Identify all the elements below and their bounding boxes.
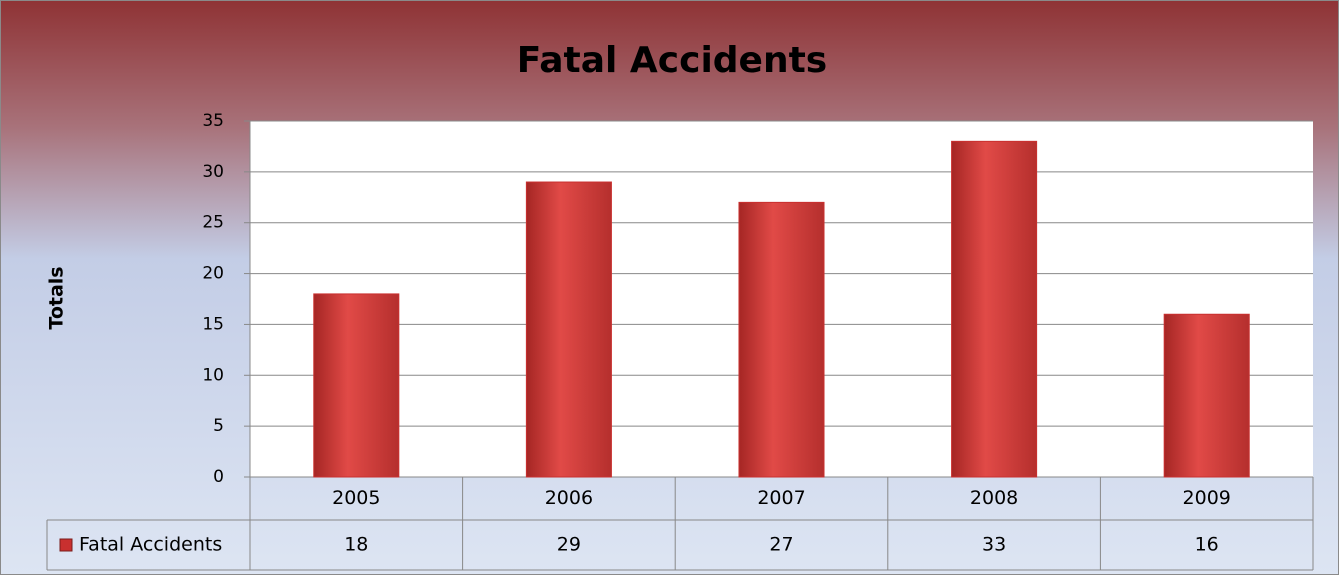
chart-title: Fatal Accidents (517, 40, 827, 81)
bar (525, 181, 612, 478)
y-axis-label: Totals (46, 266, 68, 329)
table-value: 18 (344, 534, 368, 556)
legend-key (59, 538, 73, 552)
x-tick-label: 2007 (757, 487, 805, 509)
y-tick-label: 15 (202, 314, 224, 334)
y-tick-label: 5 (213, 416, 224, 436)
table-value: 27 (769, 534, 793, 556)
table-value: 29 (557, 534, 581, 556)
x-tick-label: 2005 (332, 487, 380, 509)
bar (313, 293, 400, 478)
y-tick-label: 20 (202, 264, 224, 284)
y-tick-label: 30 (202, 162, 224, 182)
y-tick-label: 35 (202, 111, 224, 131)
table-value: 16 (1195, 534, 1219, 556)
x-tick-label: 2008 (970, 487, 1018, 509)
table-value: 33 (982, 534, 1006, 556)
y-tick-label: 25 (202, 213, 224, 233)
bar (951, 140, 1038, 478)
x-tick-label: 2006 (545, 487, 593, 509)
bar (1163, 313, 1250, 478)
bar (738, 201, 825, 478)
y-tick-label: 0 (213, 467, 224, 487)
legend-label: Fatal Accidents (79, 534, 222, 556)
y-tick-label: 10 (202, 365, 224, 385)
x-tick-label: 2009 (1183, 487, 1231, 509)
